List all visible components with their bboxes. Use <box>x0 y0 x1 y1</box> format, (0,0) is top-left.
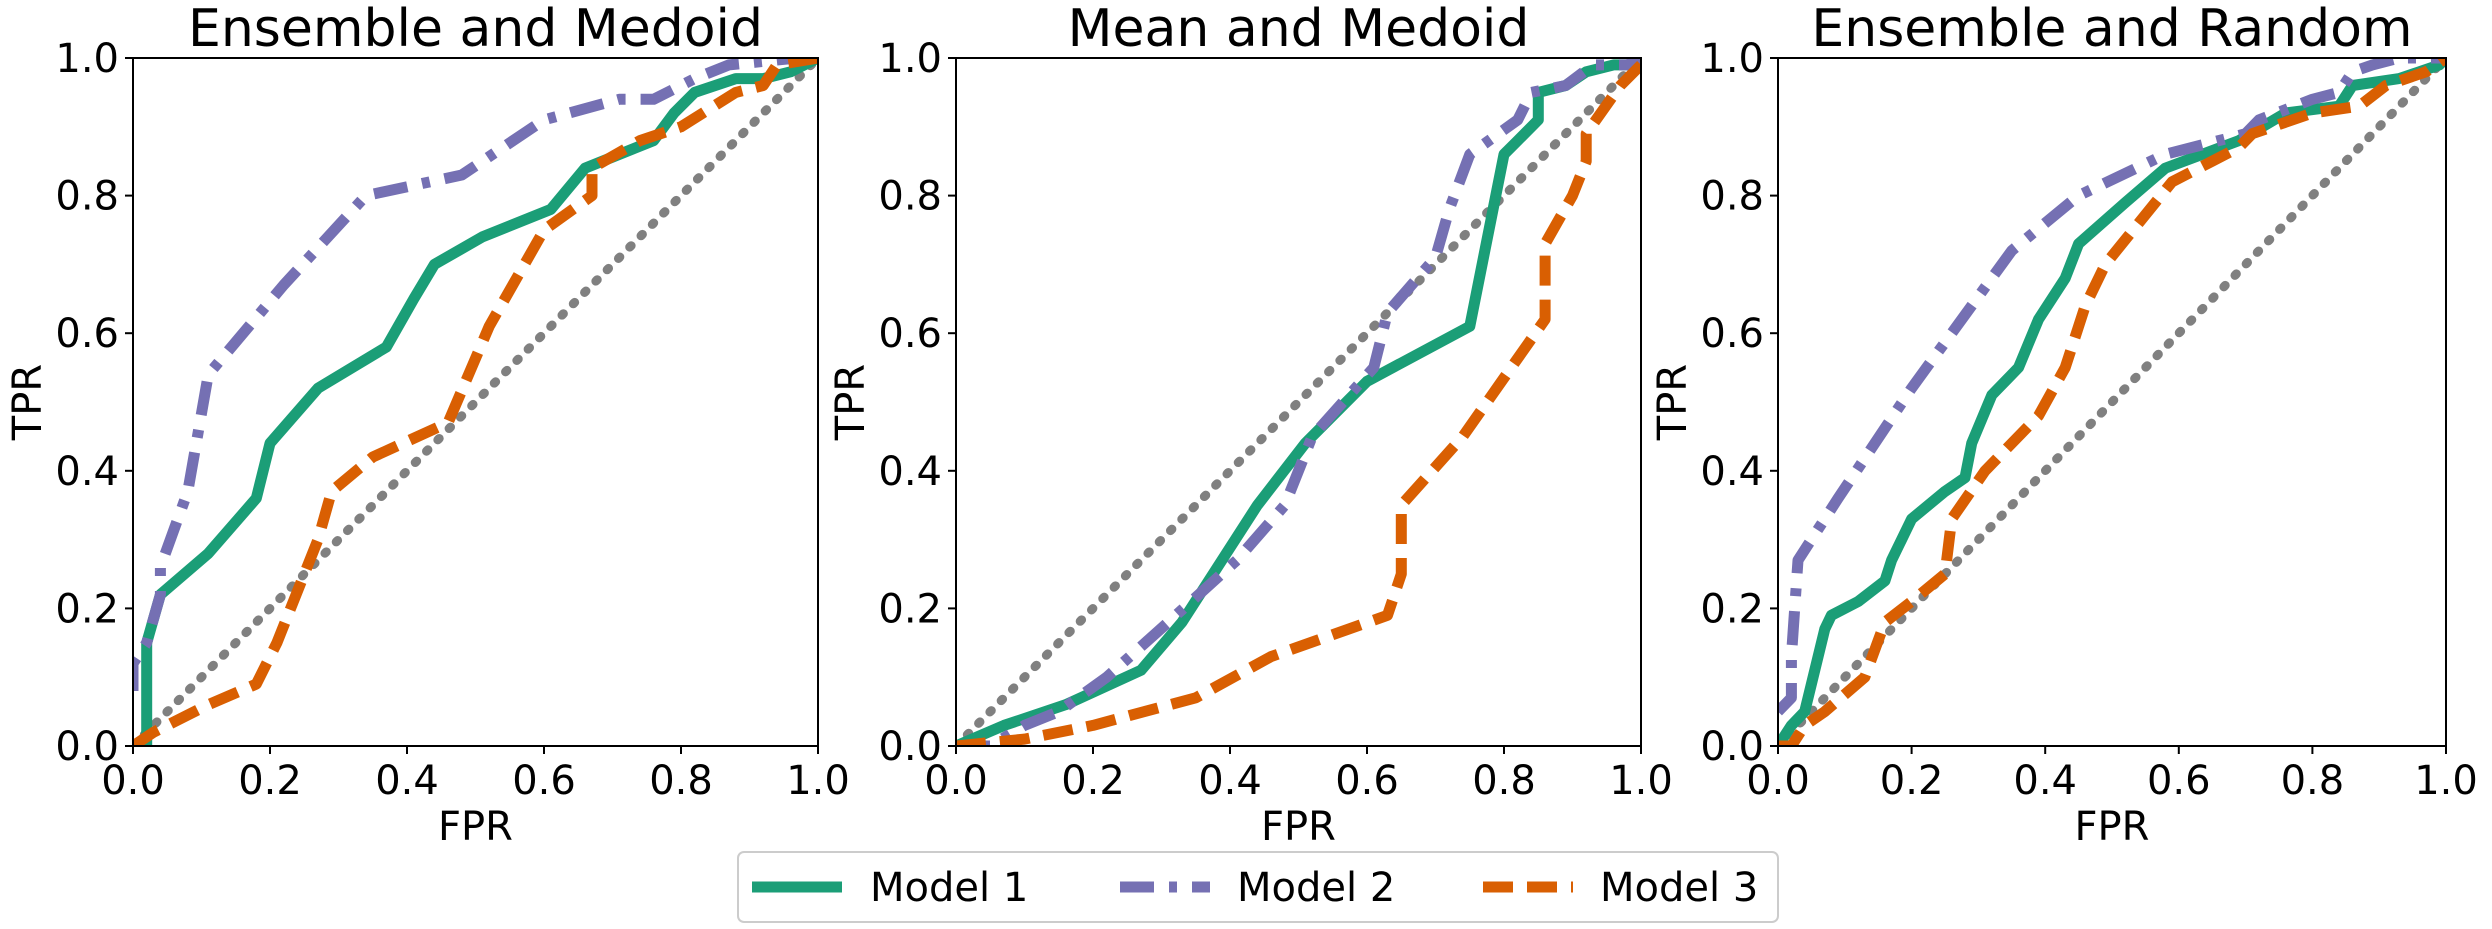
legend-entry-model-1: Model 1 <box>752 865 1028 911</box>
panel-mean-and-medoid: Mean and Medoid 0.0 0.2 0.4 0.6 0.8 1.0 0.0 0.2 0… <box>828 0 1673 850</box>
y-tick-label: 0.0 <box>878 724 942 770</box>
series-line-model-2 <box>956 58 1641 746</box>
series-line-model-1 <box>133 58 818 746</box>
y-tick-label: 0.6 <box>878 311 942 357</box>
x-tick-label: 0.8 <box>2281 758 2345 804</box>
panel-ensemble-and-medoid: Ensemble and Medoid 0.0 0.2 0.4 0.6 0.8 1.0 0.0… <box>5 0 850 850</box>
x-tick-label: 0.0 <box>924 758 988 804</box>
axes-frame <box>132 57 819 747</box>
chance-diagonal-line <box>956 58 1641 746</box>
x-tick-label: 0.0 <box>101 758 165 804</box>
axes-frame <box>955 57 1642 747</box>
legend: Model 1 Model 2 Model 3 <box>737 851 1779 923</box>
y-tick-label: 0.8 <box>878 174 942 220</box>
x-tick-label: 1.0 <box>2414 758 2478 804</box>
x-tick-label: 0.2 <box>238 758 302 804</box>
y-tick-label: 0.2 <box>878 586 942 632</box>
panel-title: Mean and Medoid <box>1068 0 1530 59</box>
legend-label-model-1: Model 1 <box>870 865 1028 911</box>
legend-label-model-3: Model 3 <box>1600 865 1758 911</box>
x-tick-label: 0.6 <box>1335 758 1399 804</box>
y-tick-label: 0.0 <box>55 724 119 770</box>
x-tick-label: 0.2 <box>1880 758 1944 804</box>
axes-frame <box>1777 57 2447 747</box>
y-tick-label: 0.0 <box>1700 724 1764 770</box>
x-axis-label: FPR <box>2075 804 2150 850</box>
x-tick-label: 0.6 <box>512 758 576 804</box>
series-line-model-2 <box>133 58 818 691</box>
y-tick-label: 1.0 <box>55 36 119 82</box>
plot-area <box>1778 58 2446 746</box>
y-axis-label: TPR <box>828 364 874 441</box>
y-tick-label: 0.2 <box>1700 586 1764 632</box>
y-tick-label: 0.6 <box>55 311 119 357</box>
panel-ensemble-and-random: Ensemble and Random 0.0 0.2 0.4 0.6 0.8 1.0 0.0… <box>1650 0 2478 850</box>
x-tick-label: 0.4 <box>2013 758 2077 804</box>
series-line-model-3 <box>956 61 1641 746</box>
y-tick-label: 0.8 <box>1700 174 1764 220</box>
legend-entry-model-2: Model 2 <box>1120 865 1395 911</box>
roc-panels: Ensemble and Medoid 0.0 0.2 0.4 0.6 0.8 1.0 0.0… <box>5 0 2478 850</box>
y-tick-label: 0.2 <box>55 586 119 632</box>
x-axis-label: FPR <box>438 804 513 850</box>
x-tick-label: 0.4 <box>1198 758 1262 804</box>
x-tick-label: 0.8 <box>1472 758 1536 804</box>
chance-diagonal-line <box>1778 58 2446 746</box>
panel-title: Ensemble and Medoid <box>188 0 763 59</box>
x-tick-label: 1.0 <box>786 758 850 804</box>
y-tick-label: 0.6 <box>1700 311 1764 357</box>
y-axis-label: TPR <box>1650 364 1696 441</box>
x-tick-label: 0.2 <box>1061 758 1125 804</box>
series-line-model-1 <box>956 58 1641 746</box>
legend-label-model-2: Model 2 <box>1237 865 1395 911</box>
x-tick-label: 0.6 <box>2147 758 2211 804</box>
y-tick-label: 1.0 <box>878 36 942 82</box>
series-line-model-3 <box>133 58 818 746</box>
legend-frame <box>737 851 1779 923</box>
plot-area <box>956 58 1641 746</box>
plot-area <box>133 58 818 746</box>
legend-entry-model-3: Model 3 <box>1483 865 1758 911</box>
x-tick-label: 0.4 <box>375 758 439 804</box>
x-axis-label: FPR <box>1261 804 1336 850</box>
y-tick-label: 0.4 <box>1700 449 1764 495</box>
y-tick-label: 1.0 <box>1700 36 1764 82</box>
y-tick-label: 0.8 <box>55 174 119 220</box>
y-tick-label: 0.4 <box>878 449 942 495</box>
y-tick-label: 0.4 <box>55 449 119 495</box>
series-line-model-1 <box>1778 58 2446 746</box>
y-axis-label: TPR <box>5 364 51 441</box>
x-tick-label: 1.0 <box>1609 758 1673 804</box>
series-line-model-2 <box>1778 58 2446 716</box>
x-tick-label: 0.8 <box>649 758 713 804</box>
x-tick-label: 0.0 <box>1746 758 1810 804</box>
panel-title: Ensemble and Random <box>1811 0 2412 59</box>
chance-diagonal-line <box>133 58 818 746</box>
series-line-model-3 <box>1778 58 2446 746</box>
